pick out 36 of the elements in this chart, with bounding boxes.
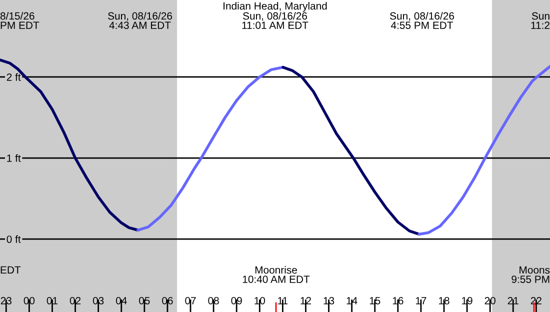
- annotation: Sun, 08/16/26 4:43 AM EDT: [108, 12, 172, 29]
- x-tick-label: 06: [162, 296, 173, 304]
- x-tick-label: 00: [24, 296, 35, 304]
- annotation: Moons 9:55 PM: [512, 266, 550, 283]
- x-tick-label: 20: [484, 296, 496, 304]
- y-tick-label: 2 ft: [6, 73, 21, 81]
- x-tick-label: 04: [116, 296, 127, 304]
- x-tick-label: 07: [185, 296, 196, 304]
- x-tick-label: 14: [346, 297, 358, 304]
- annotation: Sun 11:2: [531, 12, 550, 29]
- x-tick-label: 05: [139, 296, 150, 304]
- y-tick-label: 1 ft: [7, 154, 21, 162]
- x-tick-label: 16: [392, 296, 404, 304]
- annotation: EDT: [0, 266, 21, 274]
- x-tick-label: 13: [324, 296, 334, 304]
- y-tick-label: 0 ft: [6, 235, 21, 243]
- x-tick-label: 09: [231, 296, 242, 304]
- chart-title: Indian Head, Maryland: [224, 2, 327, 12]
- x-tick-label: 11: [278, 297, 288, 304]
- x-tick-label: 15: [370, 297, 380, 304]
- x-tick-label: 08: [208, 296, 219, 304]
- x-tick-label: 10: [254, 296, 266, 304]
- x-tick-label: 22: [530, 296, 542, 304]
- x-tick-label: 19: [462, 296, 472, 304]
- x-tick-label: 01: [46, 296, 58, 304]
- annotation: Sun, 08/16/26 11:01 AM EDT: [242, 12, 308, 29]
- x-tick-label: 02: [70, 296, 81, 304]
- x-tick-label: 21: [508, 296, 518, 304]
- x-tick-label: 18: [438, 296, 450, 304]
- x-tick-label: 03: [92, 296, 104, 304]
- annotation: 8/15/26 PM EDT: [0, 12, 40, 29]
- annotation: Moonrise 10:40 AM EDT: [242, 266, 310, 283]
- annotation: Sun, 08/16/26 4:55 PM EDT: [390, 12, 454, 29]
- x-tick-label: 12: [300, 296, 311, 304]
- x-tick-label: 17: [416, 297, 426, 304]
- x-tick-label: 23: [0, 296, 12, 304]
